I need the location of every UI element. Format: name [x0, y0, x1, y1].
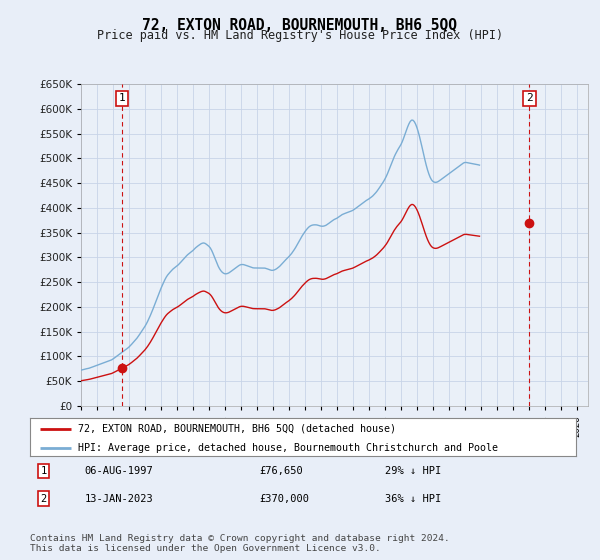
Text: HPI: Average price, detached house, Bournemouth Christchurch and Poole: HPI: Average price, detached house, Bour…: [78, 443, 498, 453]
Text: 2: 2: [526, 94, 533, 104]
Text: Contains HM Land Registry data © Crown copyright and database right 2024.
This d: Contains HM Land Registry data © Crown c…: [30, 534, 450, 553]
Text: £76,650: £76,650: [259, 466, 303, 476]
Text: 72, EXTON ROAD, BOURNEMOUTH, BH6 5QQ (detached house): 72, EXTON ROAD, BOURNEMOUTH, BH6 5QQ (de…: [78, 423, 396, 433]
Text: 13-JAN-2023: 13-JAN-2023: [85, 494, 154, 504]
Text: 2: 2: [41, 494, 47, 504]
Text: 1: 1: [41, 466, 47, 476]
Text: 1: 1: [119, 94, 125, 104]
Text: £370,000: £370,000: [259, 494, 310, 504]
Text: 29% ↓ HPI: 29% ↓ HPI: [385, 466, 441, 476]
Text: 36% ↓ HPI: 36% ↓ HPI: [385, 494, 441, 504]
Text: Price paid vs. HM Land Registry's House Price Index (HPI): Price paid vs. HM Land Registry's House …: [97, 29, 503, 42]
Text: 06-AUG-1997: 06-AUG-1997: [85, 466, 154, 476]
Text: 72, EXTON ROAD, BOURNEMOUTH, BH6 5QQ: 72, EXTON ROAD, BOURNEMOUTH, BH6 5QQ: [143, 18, 458, 33]
